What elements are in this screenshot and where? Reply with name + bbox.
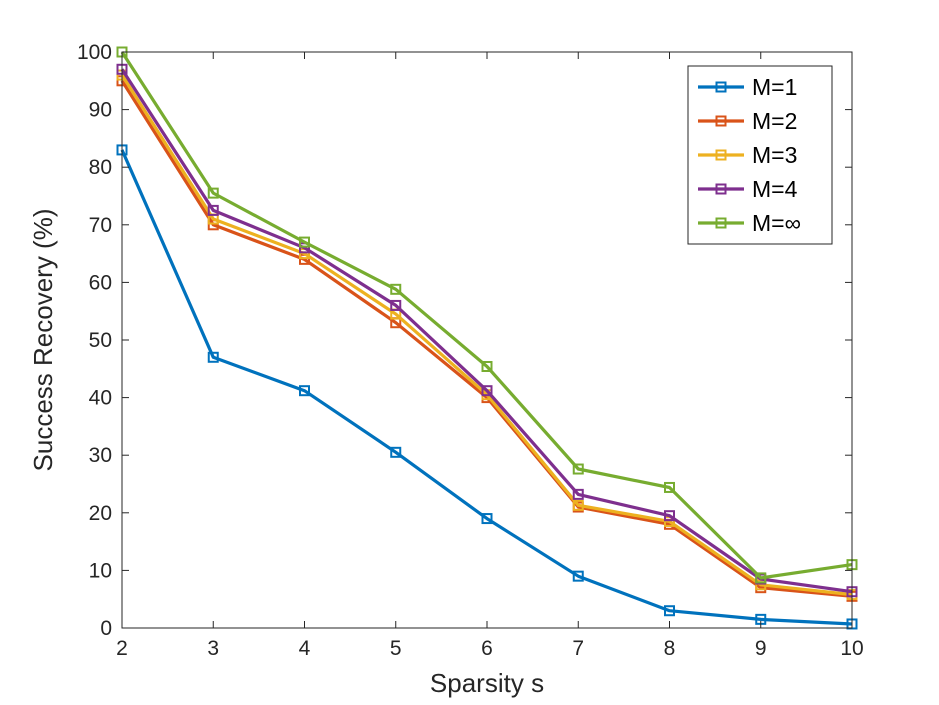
data-point [481, 513, 493, 525]
data-point [207, 204, 219, 216]
series-line-2 [120, 79, 853, 598]
legend-marker [715, 149, 727, 161]
y-tick-label: 100 [77, 41, 112, 64]
data-point [299, 236, 310, 248]
legend-label: M=4 [752, 176, 798, 202]
y-tick-label: 20 [89, 502, 112, 525]
data-point [481, 385, 493, 397]
y-tick-label: 80 [89, 156, 112, 179]
x-tick-label: 4 [299, 637, 311, 660]
data-point [572, 570, 584, 582]
y-axis-title: Success Recovery (%) [28, 209, 58, 472]
legend-label: M=1 [752, 74, 797, 100]
series-line-5 [120, 51, 853, 580]
y-tick-label: 90 [89, 99, 112, 122]
x-tick-label: 8 [664, 637, 676, 660]
series-line-1 [120, 149, 853, 626]
legend-marker [715, 115, 727, 127]
data-point [390, 299, 402, 311]
legend-label: M=2 [752, 108, 797, 134]
data-point [390, 446, 402, 458]
y-tick-label: 10 [89, 559, 112, 582]
data-point [664, 605, 675, 617]
legend-marker [715, 217, 727, 229]
legend-marker [715, 81, 727, 93]
legend: M=1 M=2 M=3 M=4 M=∞ [687, 65, 833, 245]
data-point [664, 510, 675, 522]
legend-marker [715, 183, 727, 195]
y-tick-label: 40 [89, 387, 112, 410]
data-point [481, 360, 493, 372]
data-point [572, 488, 584, 500]
y-tick-label: 60 [89, 271, 112, 294]
legend-label: M=3 [752, 142, 797, 168]
x-tick-label: 5 [390, 637, 402, 660]
data-point [207, 187, 219, 199]
data-point [755, 572, 767, 584]
x-tick-label: 3 [207, 637, 219, 660]
legend-label: M=∞ [752, 210, 801, 236]
data-point [299, 385, 310, 397]
data-point [664, 481, 675, 493]
data-point [390, 283, 402, 295]
x-tick-label: 9 [755, 637, 767, 660]
data-point [572, 463, 584, 475]
x-axis-title: Sparsity s [430, 668, 544, 698]
series-line-4 [120, 68, 853, 594]
y-tick-label: 70 [89, 214, 112, 237]
x-tick-label: 7 [572, 637, 584, 660]
data-point [207, 351, 219, 363]
series-layer [116, 46, 858, 630]
y-tick-label: 30 [89, 444, 112, 467]
x-tick-label: 10 [840, 637, 863, 660]
y-tick-label: 50 [89, 329, 112, 352]
x-tick-label: 2 [116, 637, 128, 660]
y-tick-label: 0 [100, 617, 112, 640]
x-tick-label: 6 [481, 637, 493, 660]
data-point [572, 499, 584, 511]
